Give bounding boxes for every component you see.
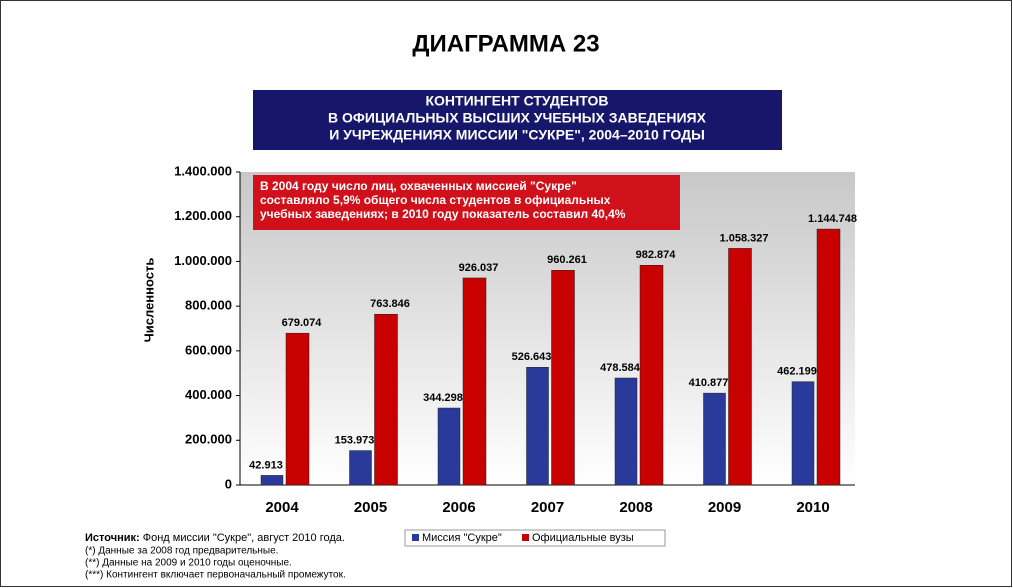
x-tick-label: 2005 (354, 499, 387, 516)
value-label: 679.074 (282, 317, 323, 329)
subtitle-line: В ОФИЦИАЛЬНЫХ ВЫСШИХ УЧЕБНЫХ ЗАВЕДЕНИЯХ (328, 110, 707, 126)
value-label: 478.584 (600, 362, 641, 374)
value-label: 1.144.748 (808, 213, 857, 225)
legend-swatch (522, 534, 529, 541)
y-axis-label: Численность (141, 258, 156, 343)
bar (639, 265, 664, 486)
x-tick-label: 2007 (531, 499, 564, 516)
value-label: 960.261 (547, 254, 587, 266)
annotation-box (253, 175, 680, 230)
bar (374, 313, 398, 486)
source-text: Фонд миссии "Сукре", август 2010 года. (140, 532, 345, 544)
bar (791, 381, 815, 486)
value-label: 410.877 (689, 377, 729, 389)
chart-title: ДИАГРАММА 23 (412, 30, 599, 57)
y-tick-label: 1.200.000 (174, 208, 232, 223)
source: Источник: Фонд миссии "Сукре", август 20… (85, 532, 345, 544)
footnote: (**) Данные на 2009 и 2010 годы оценочны… (85, 558, 292, 569)
y-tick-label: 1.000.000 (174, 253, 232, 268)
bar (551, 270, 575, 486)
x-tick-label: 2006 (442, 499, 475, 516)
source-label: Источник: (85, 532, 140, 544)
value-label: 526.643 (512, 351, 552, 363)
footnote: (***) Контингент включает первоначальный… (85, 570, 346, 581)
subtitle-line: И УЧРЕЖДЕНИЯХ МИССИИ "СУКРЕ", 2004–2010 … (329, 127, 705, 143)
value-label: 153.973 (335, 434, 375, 446)
y-tick-label: 1.400.000 (174, 163, 232, 178)
y-tick-label: 200.000 (185, 432, 232, 447)
value-label: 462.199 (777, 366, 817, 378)
subtitle-line: КОНТИНГЕНТ СТУДЕНТОВ (425, 93, 608, 109)
annotation-line: составляло 5,9% общего числа студентов в… (260, 193, 611, 207)
bar (437, 407, 461, 486)
value-label: 42.913 (249, 459, 283, 471)
y-tick-label: 800.000 (185, 298, 232, 313)
annotation-line: В 2004 году число лиц, охваченных миссие… (260, 179, 577, 193)
x-tick-label: 2009 (708, 499, 741, 516)
legend-swatch (412, 534, 419, 541)
bar (703, 392, 726, 486)
x-tick-label: 2004 (265, 499, 299, 516)
y-tick-label: 600.000 (185, 342, 232, 357)
bar (816, 228, 841, 486)
x-tick-label: 2010 (796, 499, 829, 516)
legend-label: Миссия "Сукре" (422, 532, 502, 544)
legend-label: Официальные вузы (532, 532, 634, 544)
value-label: 926.037 (459, 262, 499, 274)
x-tick-label: 2008 (619, 499, 652, 516)
y-tick-label: 400.000 (185, 387, 232, 402)
bar (285, 332, 310, 486)
bar (349, 450, 372, 486)
y-tick-label: 0 (225, 476, 232, 491)
value-label: 982.874 (636, 249, 677, 261)
legend (404, 529, 666, 547)
bar (614, 377, 638, 486)
subtitle-banner (253, 90, 782, 150)
value-label: 763.846 (370, 298, 410, 310)
value-label: 1.058.327 (720, 232, 769, 244)
annotation-line: учебных заведениях; в 2010 году показате… (260, 207, 626, 221)
bar (462, 277, 487, 486)
footnote: (*) Данные за 2008 год предварительные. (85, 546, 278, 557)
value-label: 344.298 (423, 392, 463, 404)
bar (526, 367, 549, 486)
bar (260, 475, 284, 486)
bar (728, 248, 752, 486)
